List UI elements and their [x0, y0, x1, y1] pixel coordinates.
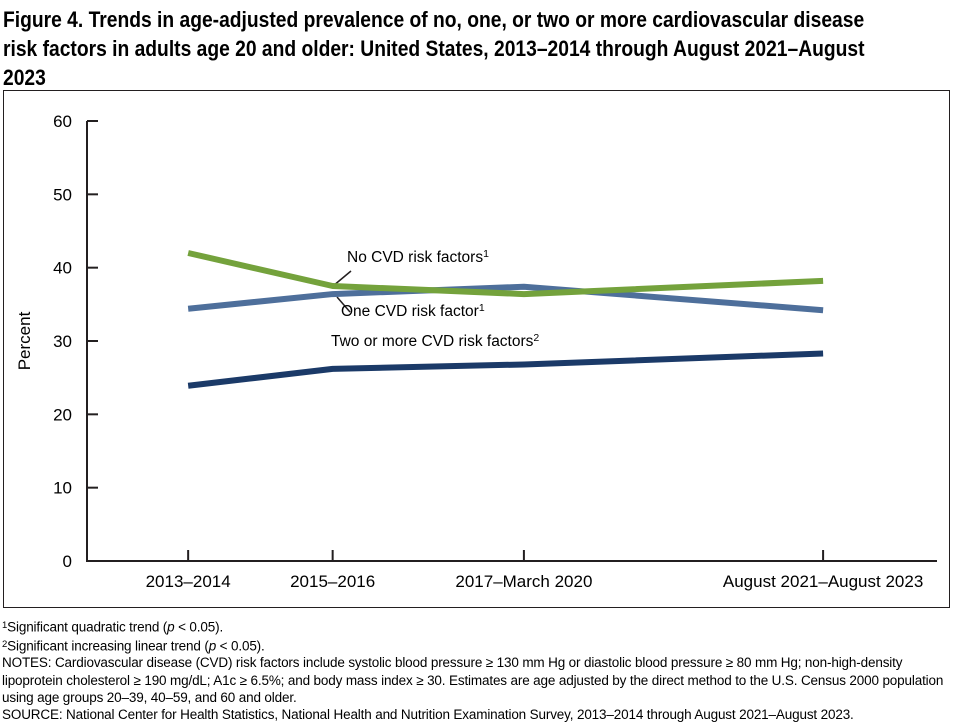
series-label-no-cvd: No CVD risk factors1: [347, 248, 489, 266]
x-tick-label: August 2021–August 2023: [723, 572, 923, 591]
y-tick-label: 60: [53, 112, 72, 131]
notes-line-3: using age groups 20–39, 40–59, and 60 an…: [2, 689, 297, 705]
footnote-2: 2Significant increasing linear trend (p …: [2, 638, 265, 654]
figure-title-line-3: 2023: [3, 65, 46, 90]
y-tick-label: 40: [53, 259, 72, 278]
y-tick-label: 0: [63, 552, 72, 571]
y-axis-title: Percent: [15, 311, 34, 370]
footnotes: 1Significant quadratic trend (p < 0.05).…: [2, 617, 958, 723]
chart-area: 0 10 20 30 40 50 60 2013–2014 2015–2016 2017–Marc…: [3, 90, 950, 608]
notes-line-2: lipoprotein cholesterol ≥ 190 mg/dL; A1c…: [2, 672, 944, 688]
y-tick-label: 50: [53, 185, 72, 204]
figure-title: Figure 4. Trends in age-adjusted prevale…: [3, 5, 960, 92]
trend-chart-svg: 0 10 20 30 40 50 60 2013–2014 2015–2016 2017–Marc…: [15, 112, 937, 591]
y-tick-label: 20: [53, 405, 72, 424]
figure-title-line-2: risk factors in adults age 20 and older:…: [3, 36, 865, 61]
series-line-one-cvd-risk-factor: [187, 283, 824, 314]
x-tick-label: 2013–2014: [146, 572, 231, 591]
y-tick-label: 30: [53, 332, 72, 351]
x-tick-label: 2017–March 2020: [455, 572, 592, 591]
figure-title-line-1: Figure 4. Trends in age-adjusted prevale…: [3, 7, 865, 32]
series-label-one-cvd: One CVD risk factor1: [341, 302, 485, 320]
footnote-marker: 1: [483, 248, 489, 260]
source-line: SOURCE: National Center for Health Stati…: [2, 707, 854, 723]
x-tick-label: 2015–2016: [290, 572, 375, 591]
one-cvd-pointer-line: [336, 296, 351, 313]
footnote-marker: 1: [478, 302, 485, 314]
footnote-1: 1Significant quadratic trend (p < 0.05).: [2, 619, 224, 635]
y-tick-label: 10: [53, 479, 72, 498]
series-line-no-cvd-risk-factors: [187, 250, 824, 298]
series-line-two-or-more-cvd-risk-factors: [187, 350, 824, 389]
notes-line-1: NOTES: Cardiovascular disease (CVD) risk…: [2, 655, 903, 671]
series-label-two-or-more-cvd: Two or more CVD risk factors2: [331, 332, 540, 350]
footnote-marker: 2: [533, 332, 540, 344]
